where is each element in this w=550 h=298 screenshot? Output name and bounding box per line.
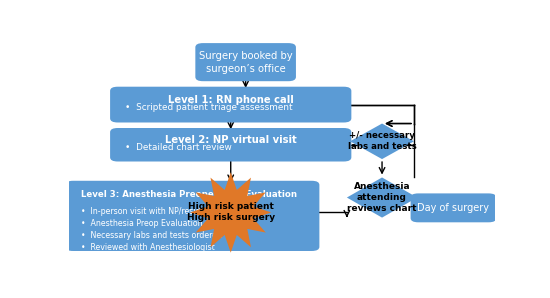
Text: •  Scripted patient triage assessment: • Scripted patient triage assessment <box>125 103 293 112</box>
Text: Anesthesia
attending
reviews chart: Anesthesia attending reviews chart <box>347 182 417 213</box>
Text: Level 2: NP virtual visit: Level 2: NP virtual visit <box>165 136 296 145</box>
FancyBboxPatch shape <box>411 193 496 222</box>
Text: Level 1: RN phone call: Level 1: RN phone call <box>168 95 294 105</box>
Text: Day of surgery: Day of surgery <box>417 203 490 213</box>
FancyBboxPatch shape <box>110 87 351 122</box>
Text: •  In-person visit with NP/resident
•  Anesthesia Preop Evaluation
•  Necessary : • In-person visit with NP/resident • Ane… <box>81 207 222 252</box>
Polygon shape <box>347 177 417 218</box>
Text: •  Detailed chart review: • Detailed chart review <box>125 143 232 152</box>
Text: +/- necessary
labs and tests: +/- necessary labs and tests <box>348 131 416 151</box>
Polygon shape <box>350 124 414 159</box>
Text: Surgery booked by
surgeon’s office: Surgery booked by surgeon’s office <box>199 51 293 74</box>
Text: Level 3: Anesthesia Preoperative Evaluation: Level 3: Anesthesia Preoperative Evaluat… <box>81 190 296 198</box>
FancyBboxPatch shape <box>195 43 296 81</box>
FancyBboxPatch shape <box>110 128 351 162</box>
Text: High risk patient
High risk surgery: High risk patient High risk surgery <box>186 202 275 223</box>
FancyBboxPatch shape <box>65 181 320 251</box>
Polygon shape <box>190 172 271 253</box>
